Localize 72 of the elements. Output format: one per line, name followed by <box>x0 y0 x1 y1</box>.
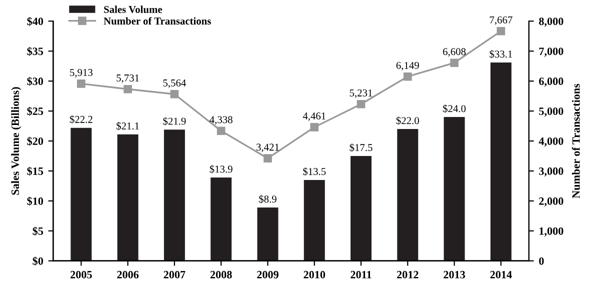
bar <box>164 130 185 261</box>
bar <box>70 128 92 261</box>
data-label: $22.2 <box>70 115 92 124</box>
data-label: $33.1 <box>490 50 512 58</box>
bar <box>490 62 512 261</box>
data-label: 5,731 <box>116 74 139 83</box>
y2-axis-title: Number of Transactions <box>572 84 580 198</box>
point <box>356 100 366 108</box>
x-tick-label: 2008 <box>210 270 232 278</box>
y2-tick-label: 8,000 <box>539 18 564 27</box>
data-label: $21.1 <box>116 122 139 130</box>
data-label: 4,461 <box>302 112 326 122</box>
y-axis-title: Sales Volume (Billions) <box>11 87 22 195</box>
data-label: $17.5 <box>350 143 372 152</box>
data-label: 7,667 <box>490 16 512 25</box>
x-tick-label: 2014 <box>490 270 512 278</box>
y-tick-label: $40 <box>27 16 44 26</box>
point <box>450 58 458 68</box>
y-tick-label: $25 <box>27 106 44 116</box>
bar <box>444 117 465 261</box>
y2-tick-label: 0 <box>539 257 544 265</box>
data-label: 5,913 <box>70 69 92 78</box>
bar <box>257 208 278 261</box>
y2-tick-label: 1,000 <box>540 227 564 236</box>
point <box>124 84 132 94</box>
data-label: $24.0 <box>443 104 466 113</box>
y-tick-label: $5 <box>32 226 44 236</box>
data-label: $13.9 <box>210 165 232 174</box>
bar <box>304 180 325 261</box>
y2-tick-label: 4,000 <box>538 137 564 147</box>
y-tick-label: $35 <box>27 46 44 56</box>
data-label: 4,338 <box>210 116 232 125</box>
bar <box>210 178 232 261</box>
point <box>310 123 319 132</box>
x-tick-label: 2009 <box>257 270 278 278</box>
y-tick-label: $20 <box>27 136 44 146</box>
x-tick-label: 2013 <box>444 270 466 278</box>
point <box>216 126 226 136</box>
x-tick-label: 2012 <box>397 270 418 278</box>
y-tick-label: $10 <box>27 196 44 206</box>
bar <box>117 134 138 261</box>
y2-tick-label: 6,000 <box>539 78 564 87</box>
point <box>496 26 506 36</box>
point <box>170 90 179 98</box>
x-tick-label: 2011 <box>350 270 372 278</box>
legend-label: Number of Transactions <box>104 17 211 25</box>
data-label: $22.0 <box>396 116 419 125</box>
y2-tick-label: 7,000 <box>539 48 564 57</box>
data-label: $8.9 <box>259 194 276 204</box>
data-label: 5,564 <box>163 79 186 88</box>
x-tick-label: 2005 <box>70 270 92 278</box>
bar <box>350 156 372 261</box>
y2-tick-label: 2,000 <box>539 197 564 206</box>
point <box>404 72 412 81</box>
x-tick-label: 2007 <box>164 270 186 278</box>
y2-tick-label: 3,000 <box>539 167 564 177</box>
bar <box>397 129 418 261</box>
data-label: 3,421 <box>256 144 279 152</box>
legend-label: Sales Volume <box>104 6 162 14</box>
y-tick-label: $30 <box>27 76 44 86</box>
y-tick-label: $0 <box>32 256 44 266</box>
x-tick-label: 2006 <box>117 270 139 278</box>
data-label: $21.9 <box>163 117 186 126</box>
data-label: $13.5 <box>303 167 326 176</box>
y-tick-label: $15 <box>27 166 44 176</box>
y2-tick-label: 5,000 <box>539 108 564 117</box>
point <box>264 154 272 163</box>
data-label: 5,231 <box>350 89 372 98</box>
x-tick-label: 2010 <box>304 270 326 278</box>
point <box>77 80 86 88</box>
data-label: 6,608 <box>443 48 466 57</box>
data-label: 6,149 <box>396 62 419 70</box>
